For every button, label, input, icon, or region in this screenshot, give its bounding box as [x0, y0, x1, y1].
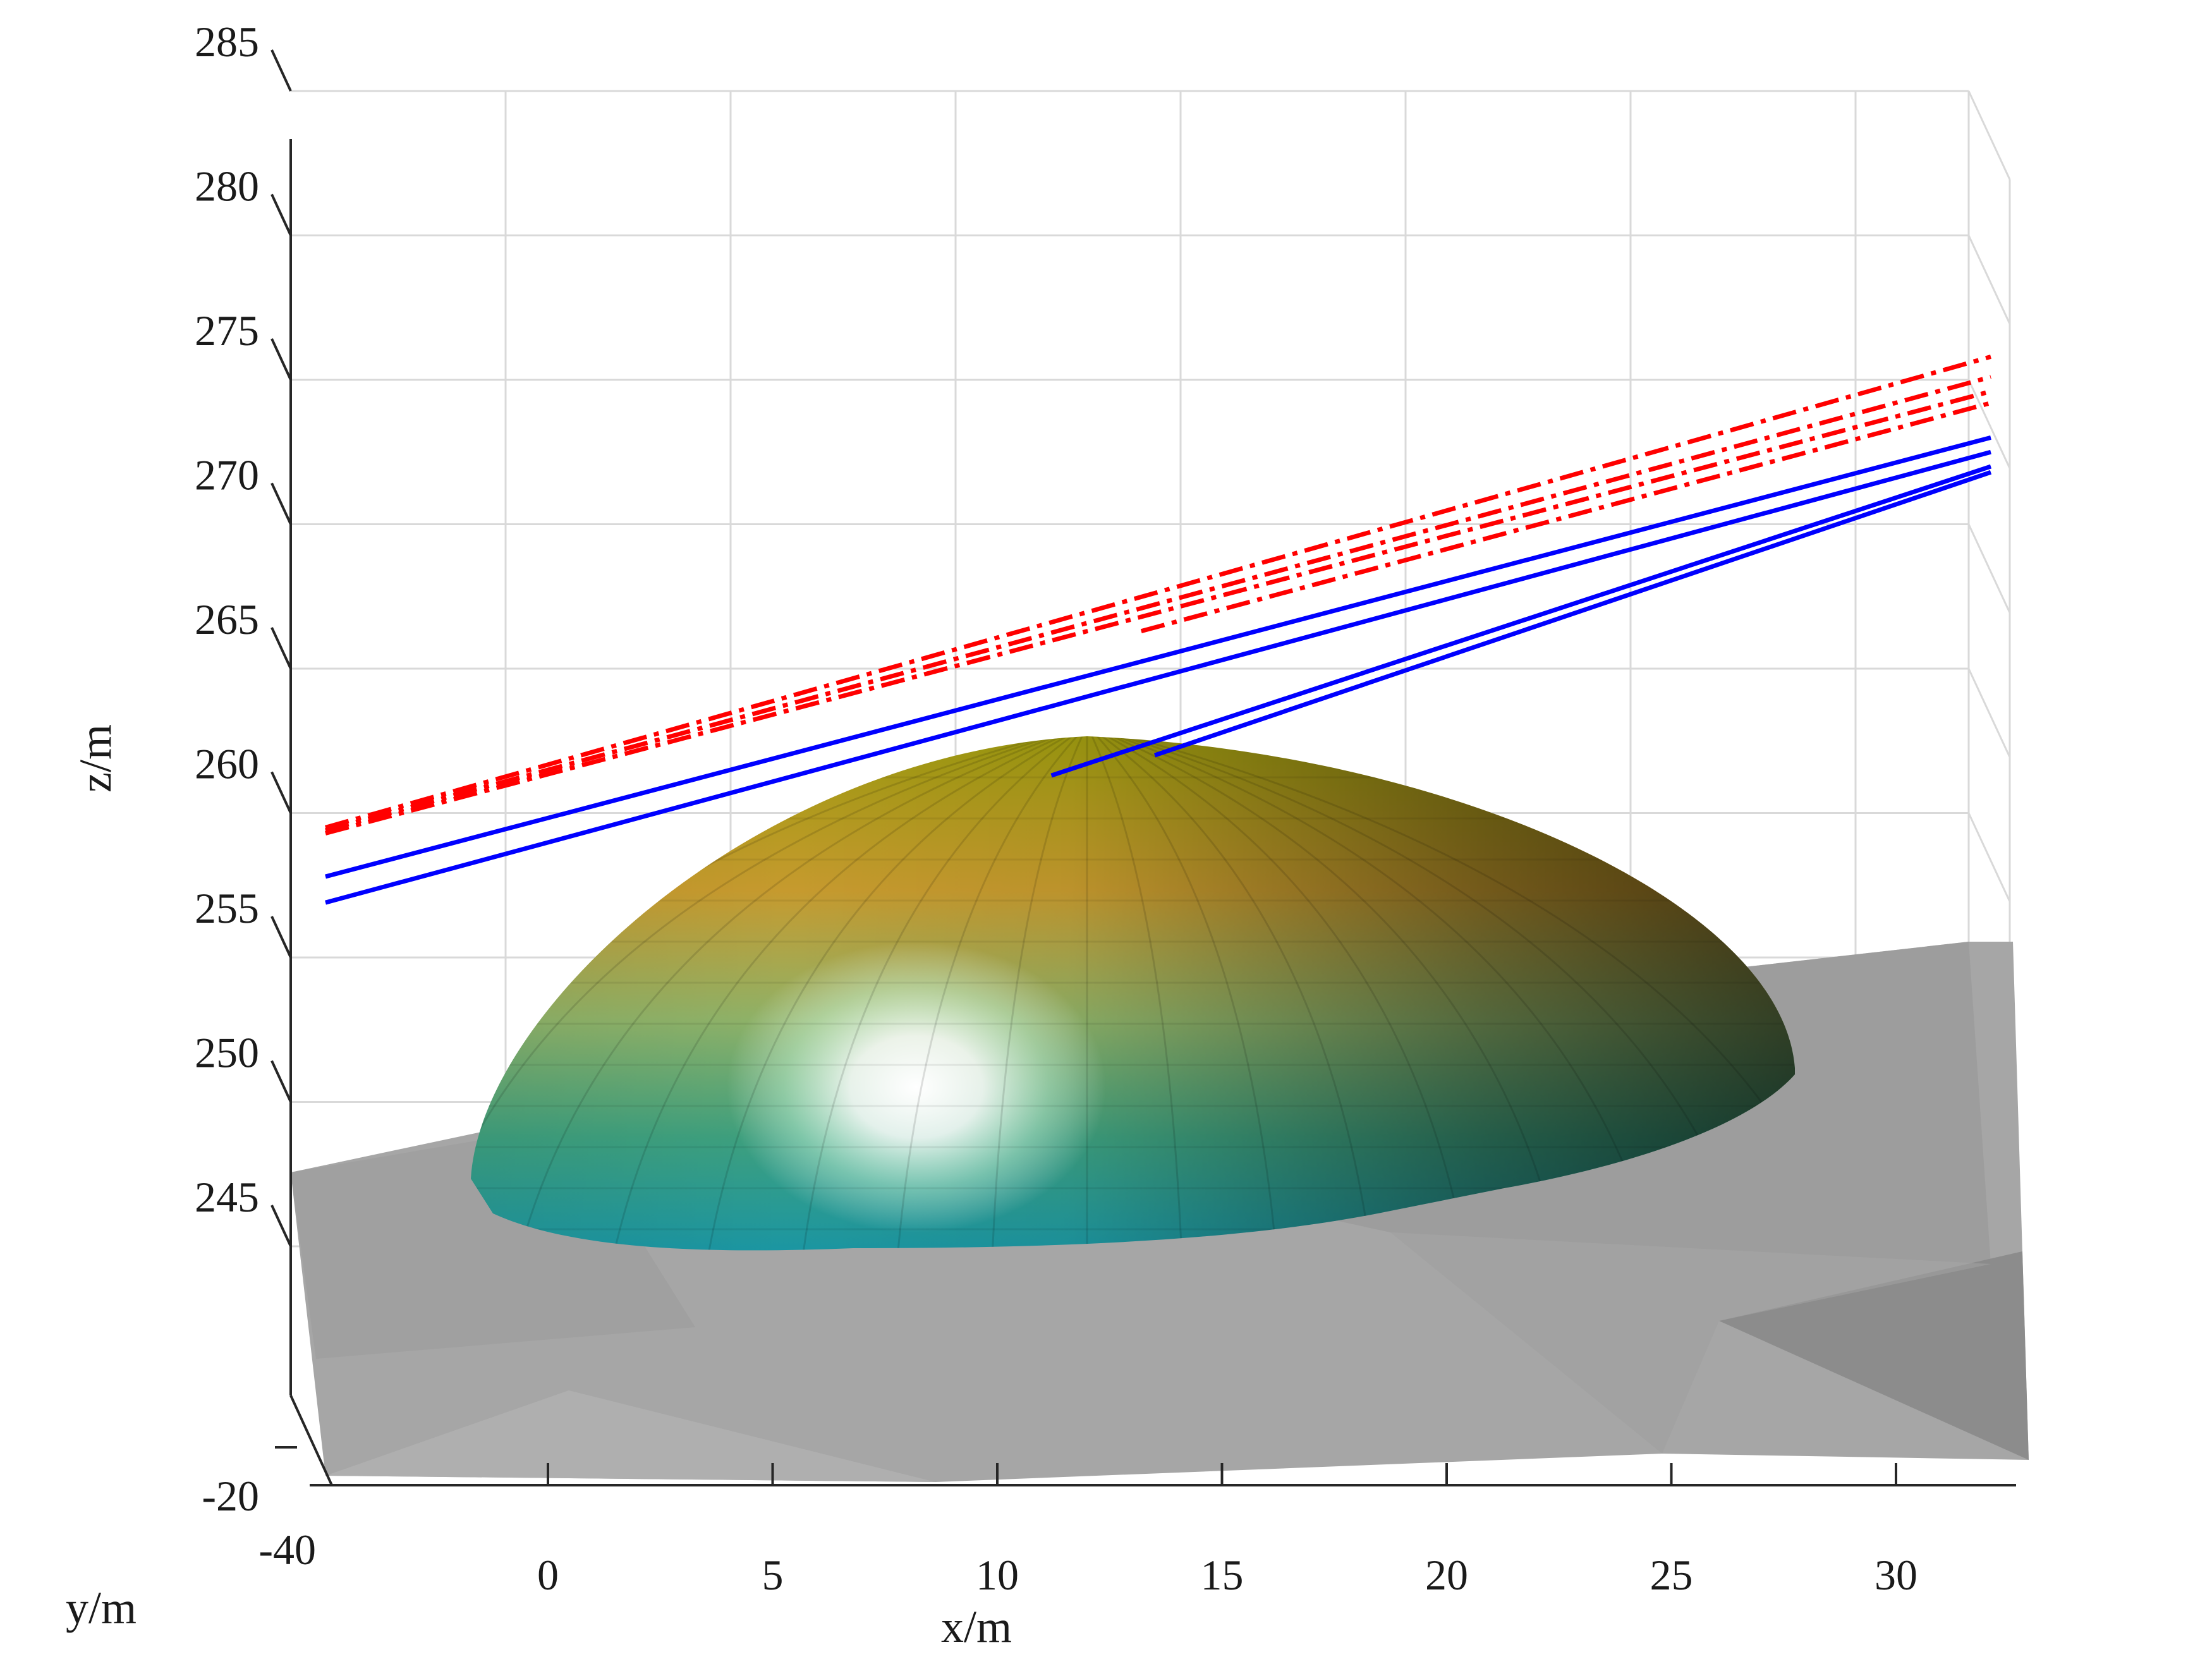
- dome-meridian: [801, 736, 1073, 1251]
- z-tick-label: 255: [195, 884, 259, 932]
- series-line-dashdot: [325, 375, 1991, 833]
- dome-meridian: [517, 736, 1057, 1251]
- trajectory-lines: [325, 355, 1992, 905]
- z-tick-mark: [270, 193, 292, 236]
- series-line-solid: [325, 435, 1991, 879]
- series-line-solid: [325, 449, 1991, 905]
- z-tick-mark: [270, 627, 292, 669]
- dome-highlight: [727, 942, 1106, 1232]
- y-axis-line: [289, 1395, 333, 1486]
- x-ticks: 0 5 10 15 20 25 30: [537, 1463, 1917, 1599]
- y-tick-label: -40: [258, 1526, 316, 1574]
- dome-meridian: [612, 736, 1062, 1251]
- z-tick-mark: [270, 771, 292, 814]
- z-tick-mark: [270, 1205, 292, 1247]
- grid-line-depth: [1967, 812, 2011, 902]
- z-tick-mark: [270, 1060, 292, 1103]
- x-tick-label: 20: [1425, 1551, 1468, 1599]
- grid-line-depth: [1967, 668, 2011, 758]
- y-axis-title: y/m: [66, 1583, 137, 1633]
- series-line-dashdot: [325, 355, 1991, 830]
- x-tick-label: 5: [762, 1551, 784, 1599]
- grid-line-depth: [1967, 234, 2011, 325]
- dome-meridian: [1096, 736, 1278, 1251]
- grid-line-depth: [1967, 379, 2011, 469]
- dome-meridian: [471, 736, 1052, 1251]
- z-tick-label: 280: [195, 162, 259, 210]
- x-tick-label: 15: [1201, 1551, 1244, 1599]
- y-tick-label: -20: [202, 1472, 259, 1520]
- z-tick-label: 265: [195, 595, 259, 643]
- dome-meridian: [1127, 736, 1795, 1251]
- dome-meridian: [896, 736, 1078, 1251]
- axes: 245 250 255 260 265 270 275 280 285 0 5 10 15 20 25 30…: [66, 18, 2016, 1652]
- grid-line-depth: [1967, 523, 2011, 614]
- z-tick-label: 285: [195, 18, 259, 66]
- x-tick-label: 0: [537, 1551, 559, 1599]
- z-tick-label: 270: [195, 451, 259, 499]
- dome-meridian: [1117, 736, 1657, 1251]
- dome-surface: [471, 736, 1795, 1251]
- dome-meridian: [707, 736, 1067, 1251]
- series-line-solid: [1153, 470, 1992, 758]
- z-tick-label: 260: [195, 740, 259, 788]
- series-line-dashdot: [325, 389, 1991, 836]
- ground-facet: [325, 1390, 935, 1482]
- z-tick-label: 250: [195, 1029, 259, 1077]
- z-tick-label: 275: [195, 307, 259, 355]
- z-tick-label: 245: [195, 1173, 259, 1221]
- x-tick-label: 30: [1875, 1551, 1917, 1599]
- z-axis-title: z/m: [70, 724, 121, 793]
- z-tick-mark: [270, 482, 292, 525]
- y-ticks: -20-40: [202, 1446, 332, 1574]
- series-line-solid: [1050, 464, 1992, 778]
- dome-meridian: [1102, 736, 1373, 1251]
- dome-meridian: [1091, 736, 1183, 1251]
- dome-meridian: [1112, 736, 1562, 1251]
- ground-facet: [1390, 1232, 1991, 1454]
- grid-line-depth: [1967, 90, 2011, 180]
- z-tick-mark: [270, 338, 292, 380]
- dome-meridian: [991, 736, 1083, 1251]
- z-tick-mark: [270, 49, 292, 92]
- z-ticks: 245 250 255 260 265 270 275 280 285: [195, 18, 292, 1247]
- x-tick-label: 10: [976, 1551, 1019, 1599]
- dome-meridian: [1107, 736, 1468, 1251]
- series-line-dashdot: [1140, 401, 1991, 633]
- x-tick-label: 25: [1650, 1551, 1693, 1599]
- x-axis-title: x/m: [941, 1601, 1012, 1652]
- z-tick-mark: [270, 916, 292, 958]
